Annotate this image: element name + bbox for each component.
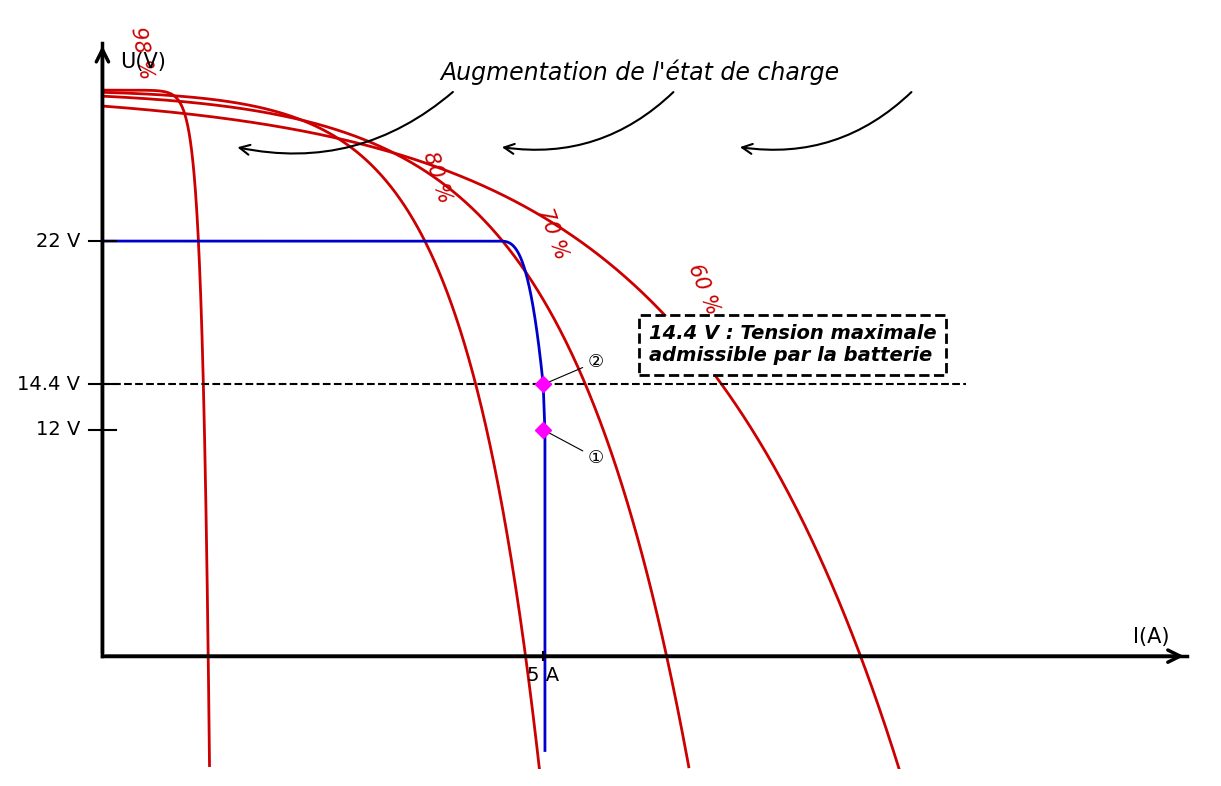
Text: ①: ① bbox=[546, 431, 604, 467]
Text: 70 %: 70 % bbox=[535, 206, 571, 263]
Text: 60 %: 60 % bbox=[684, 260, 723, 318]
Text: U(V): U(V) bbox=[120, 53, 166, 72]
Text: 5 A: 5 A bbox=[527, 666, 559, 685]
Text: ②: ② bbox=[546, 353, 604, 384]
Text: 12 V: 12 V bbox=[35, 421, 81, 439]
Text: 14.4 V : Tension maximale
admissible par la batterie: 14.4 V : Tension maximale admissible par… bbox=[650, 325, 937, 365]
Text: 80 %: 80 % bbox=[420, 149, 455, 206]
Text: Augmentation de l'état de charge: Augmentation de l'état de charge bbox=[441, 59, 840, 85]
Text: 22 V: 22 V bbox=[35, 232, 81, 251]
Text: 98 %: 98 % bbox=[127, 25, 156, 81]
Text: I(A): I(A) bbox=[1133, 626, 1168, 647]
Text: 14.4 V: 14.4 V bbox=[17, 375, 81, 394]
